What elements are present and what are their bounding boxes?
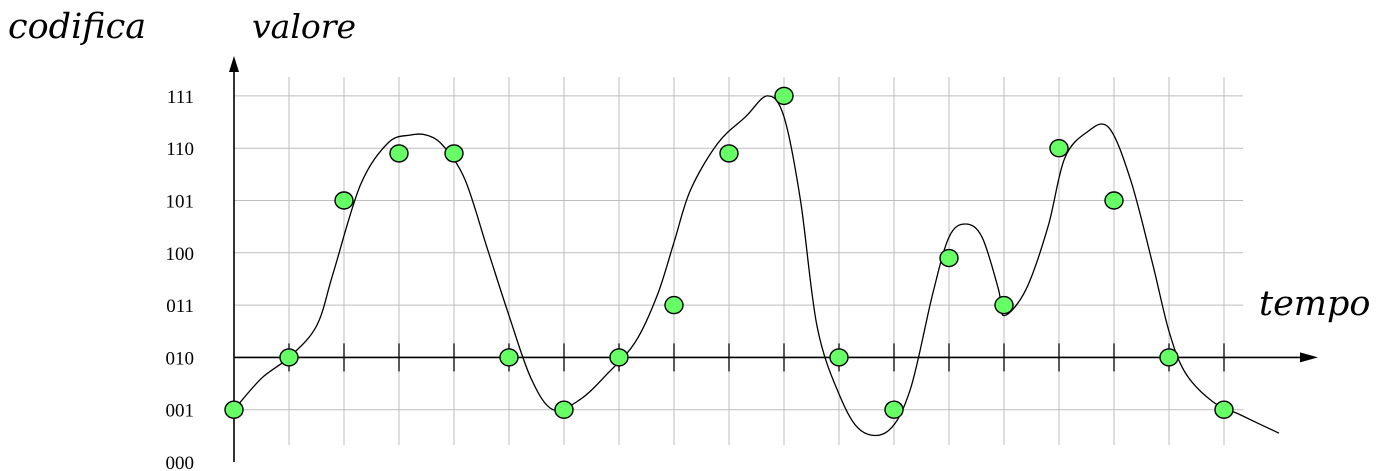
sample-point [1049,138,1069,158]
sample-point [554,400,574,419]
sample-point [719,144,739,163]
sample-point [334,191,354,210]
y-tick-label: 001 [166,401,195,422]
grid-lines [233,77,1243,445]
y-tick-label: 111 [167,87,194,108]
sample-point [389,144,409,163]
sample-point [939,248,959,268]
y-tick-label: 100 [166,244,195,265]
y-tick-labels: 000 001 010 011 100 101 110 111 [166,87,195,471]
codifica-axis-title: codifica [8,7,146,47]
sample-point [1104,191,1124,210]
y-tick-label: 010 [166,348,195,369]
sample-point [1159,348,1179,367]
analog-signal-curve [233,95,1280,437]
sample-point [499,348,519,367]
sample-points [224,86,1234,419]
y-tick-label: 011 [166,296,194,317]
sample-point [444,144,464,163]
sample-point [279,348,299,367]
y-tick-label: 000 [166,453,195,471]
axes [229,56,1318,462]
y-tick-label: 101 [166,192,195,213]
sample-point [224,400,244,419]
sample-point [664,295,684,315]
y-tick-label: 110 [166,139,194,160]
sample-point [1214,400,1234,419]
sample-point [774,86,794,106]
y-axis-arrowhead [229,56,239,72]
sample-point [994,295,1014,315]
tempo-axis-title: tempo [1259,284,1370,324]
sample-point [829,348,849,367]
x-axis-arrowhead [1300,352,1318,363]
x-axis-ticks [288,343,1225,372]
sample-point [884,400,904,419]
sample-point [609,348,629,367]
valore-axis-title: valore [252,7,356,46]
